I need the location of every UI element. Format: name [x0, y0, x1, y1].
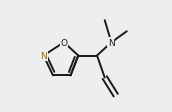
Text: O: O [60, 38, 67, 47]
Text: N: N [40, 52, 47, 60]
Text: N: N [108, 38, 115, 47]
